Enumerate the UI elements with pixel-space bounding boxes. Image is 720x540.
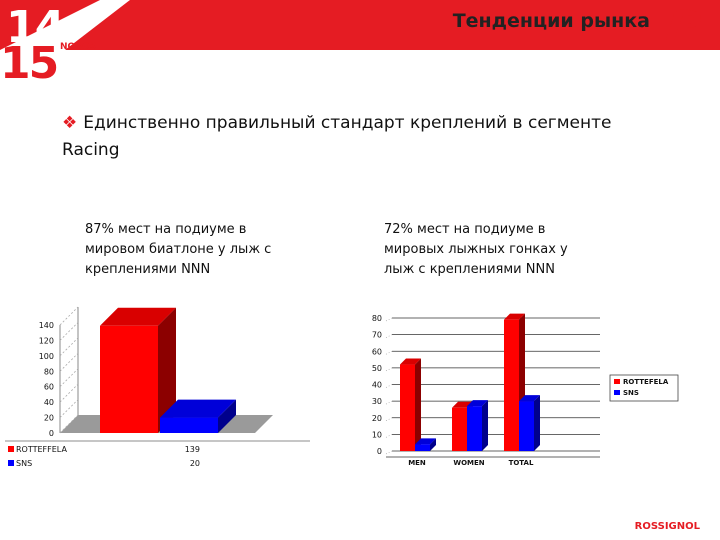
legend-swatch bbox=[614, 379, 620, 384]
y-tick-label: 60 bbox=[44, 383, 54, 392]
bar-men-rottefela bbox=[400, 358, 421, 451]
y-tick-label: 140 bbox=[39, 321, 54, 330]
y-tick-label: 100 bbox=[39, 352, 54, 361]
y-grid-stub bbox=[385, 334, 393, 338]
y-tick-label: 20 bbox=[372, 414, 382, 423]
table-value: 20 bbox=[190, 459, 200, 468]
table-value: 139 bbox=[185, 445, 200, 454]
y-gridline bbox=[59, 383, 79, 403]
y-tick-label: 0 bbox=[377, 447, 382, 456]
y-tick-label: 120 bbox=[39, 336, 54, 345]
y-grid-stub bbox=[385, 367, 393, 372]
y-tick-label: 0 bbox=[49, 429, 54, 438]
right-caption: 72% мест на подиуме в мировых лыжных гон… bbox=[384, 222, 568, 277]
legend-label: ROTTEFELA bbox=[623, 378, 669, 386]
y-grid-stub bbox=[385, 350, 393, 355]
y-grid-stub bbox=[385, 400, 393, 405]
y-tick-label: 80 bbox=[372, 314, 382, 323]
y-gridline bbox=[59, 368, 79, 387]
y-grid-stub bbox=[385, 317, 393, 322]
biathlon-chart: 0 20 40 60 80 100 120 140 ROTTEFFELA 139 SNS 20 bbox=[5, 306, 310, 468]
bullet-text: Единственно правильный стандарт креплени… bbox=[62, 113, 612, 160]
header-diagonal bbox=[0, 0, 130, 100]
y-tick-label: 60 bbox=[372, 347, 382, 356]
left-caption: 87% мест на подиуме в мировом биатлоне у… bbox=[85, 222, 272, 277]
y-tick-label: 80 bbox=[44, 367, 54, 376]
logo-number-top: 14 bbox=[6, 2, 65, 53]
y-gridline bbox=[59, 322, 79, 341]
x-tick-label: TOTAL bbox=[509, 459, 534, 467]
bullet-point: ❖ Единственно правильный стандарт креплен… bbox=[62, 110, 622, 164]
rossignol-r-logo-icon bbox=[666, 9, 701, 40]
y-gridline bbox=[59, 399, 79, 418]
y-tick-label: 50 bbox=[372, 364, 382, 373]
table-swatch bbox=[8, 446, 14, 452]
logo-number-bottom: 15 bbox=[0, 38, 59, 89]
legend-box bbox=[609, 374, 679, 402]
logo-subtitle: NOBOS bbox=[60, 42, 97, 52]
page-title: Тенденции рынка bbox=[452, 10, 650, 32]
table-swatch bbox=[8, 460, 14, 466]
y-gridline bbox=[59, 337, 79, 357]
y-grid-stub bbox=[385, 450, 393, 455]
header-bar bbox=[0, 0, 720, 50]
y-gridline bbox=[59, 306, 79, 326]
legend-swatch bbox=[614, 390, 620, 395]
footer-brand: ROSSIGNOL bbox=[634, 521, 700, 532]
y-gridline bbox=[59, 414, 79, 434]
bar-total-sns bbox=[519, 395, 540, 451]
y-grid-stub bbox=[385, 417, 393, 422]
x-tick-label: MEN bbox=[408, 459, 426, 467]
y-tick-label: 40 bbox=[44, 398, 54, 407]
y-grid-stub bbox=[385, 384, 393, 388]
diamond-bullet-icon: ❖ bbox=[62, 113, 78, 133]
table-series-name: ROTTEFFELA bbox=[16, 445, 67, 454]
bar-men-sns bbox=[415, 438, 436, 451]
legend-label: SNS bbox=[623, 389, 639, 397]
y-gridline bbox=[59, 353, 79, 372]
y-tick-label: 10 bbox=[372, 430, 382, 439]
y-tick-label: 30 bbox=[372, 397, 382, 406]
table-series-name: SNS bbox=[16, 459, 32, 468]
x-tick-label: WOMEN bbox=[453, 459, 484, 467]
y-tick-label: 40 bbox=[372, 381, 382, 390]
y-grid-stub bbox=[385, 434, 393, 438]
y-tick-label: 70 bbox=[372, 331, 382, 340]
bar-sns bbox=[160, 399, 236, 433]
bar-women-sns bbox=[467, 400, 488, 451]
y-tick-label: 20 bbox=[44, 414, 54, 423]
ski-racing-chart: 0 10 20 30 40 50 60 70 80 MEN WOMEN TOTAL ROTTEFELA… bbox=[372, 313, 679, 467]
bar-rotteffela bbox=[100, 307, 176, 433]
